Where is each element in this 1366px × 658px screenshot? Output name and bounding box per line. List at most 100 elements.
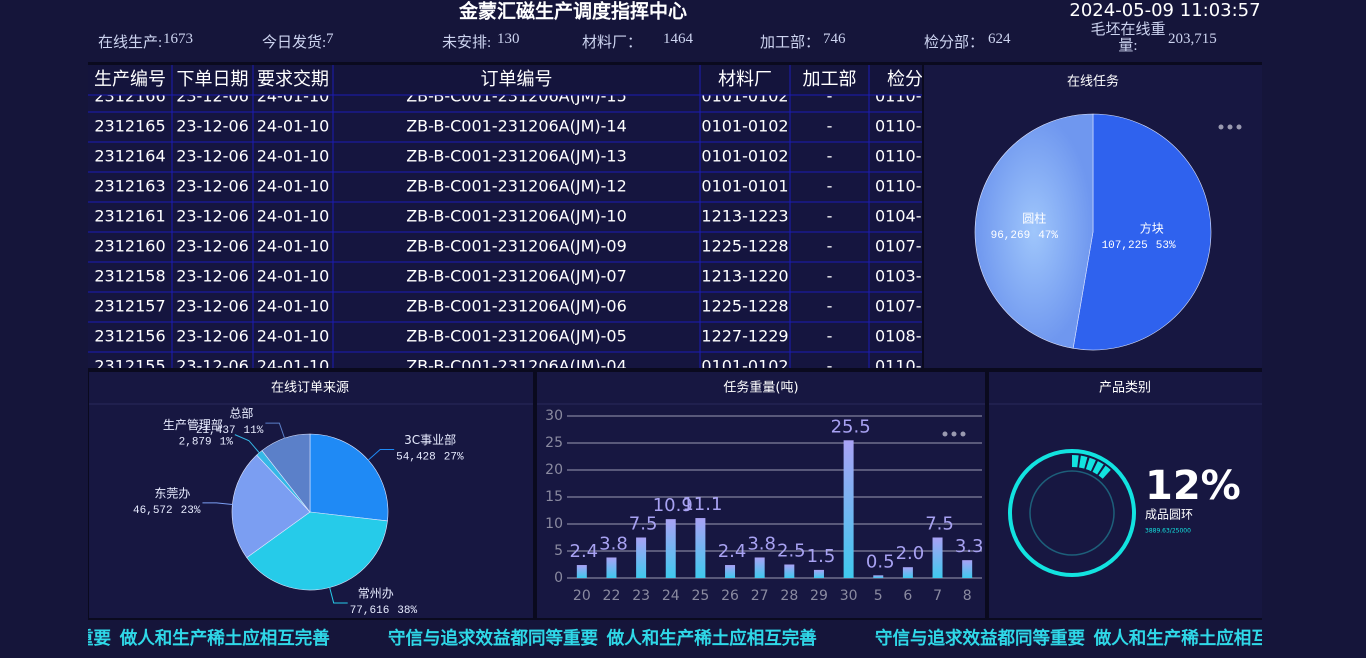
cell: 0110-0 xyxy=(875,147,932,166)
y-tick-label: 15 xyxy=(545,489,563,505)
slice-value-number: 2,879 xyxy=(179,437,212,449)
slice-name: 总部 xyxy=(229,406,253,421)
cell: 0101-0102 xyxy=(701,117,788,136)
bar-label: 2.4 xyxy=(570,541,599,562)
cell: 23-12-06 xyxy=(176,327,249,346)
stat-value: 624 xyxy=(988,31,1011,47)
slice-value-number: 54,428 xyxy=(396,451,436,463)
leader-line xyxy=(329,587,348,604)
x-tick-label: 27 xyxy=(751,588,769,604)
cell: 23-12-06 xyxy=(176,207,249,226)
slice-percent: 1% xyxy=(220,437,234,449)
leader-line xyxy=(367,448,395,461)
cell: 0107-0 xyxy=(875,237,932,256)
chart-title: 任务重量(吨) xyxy=(723,380,798,396)
cell: 2312164 xyxy=(94,147,165,166)
bar xyxy=(873,575,884,578)
bar xyxy=(813,569,824,578)
cell: 23-12-06 xyxy=(176,357,249,376)
cell: 0101-0102 xyxy=(701,147,788,166)
cell: - xyxy=(827,147,833,166)
cell: 24-01-10 xyxy=(257,117,330,136)
slice-name: 生产管理部 xyxy=(163,417,223,432)
y-tick-label: 0 xyxy=(554,570,563,586)
cell: ZB-B-C001-231206A(JM)-15 xyxy=(406,87,627,106)
ticker-text: 守信与追求效益都同等重要 做人和生产稀土应相互完善 xyxy=(1362,628,1366,648)
bar xyxy=(784,564,795,578)
slice-percent: 23% xyxy=(181,505,201,517)
cell: 0110-0 xyxy=(875,177,932,196)
bar-label: 2.5 xyxy=(777,541,806,562)
cell: ZB-B-C001-231206A(JM)-10 xyxy=(406,207,627,226)
gauge-arc xyxy=(1071,455,1112,480)
cell: ZB-B-C001-231206A(JM)-06 xyxy=(406,297,627,316)
gauge-ring xyxy=(1008,449,1136,577)
cell: 0101-0102 xyxy=(701,87,788,106)
bar-label: 3.8 xyxy=(599,533,628,554)
ticker-text: 守信与追求效益都同等重要 做人和生产稀土应相互完善 xyxy=(875,628,1304,648)
x-tick-label: 24 xyxy=(662,588,680,604)
more-icon[interactable] xyxy=(942,431,966,437)
cell: - xyxy=(827,207,833,226)
bar xyxy=(902,567,913,578)
cell: 2312158 xyxy=(94,267,165,286)
cell: 24-01-10 xyxy=(257,237,330,256)
bar xyxy=(754,557,765,578)
column-header: 检分 xyxy=(887,69,923,90)
slice-value: 77,616 38% xyxy=(350,605,418,617)
bar xyxy=(932,537,943,578)
bar xyxy=(665,519,676,578)
datetime: 2024-05-09 11:03:57 xyxy=(1069,0,1260,21)
cell: 2312160 xyxy=(94,237,165,256)
cell: 0110-0 xyxy=(875,357,932,376)
chart-title: 产品类别 xyxy=(1099,381,1151,396)
gauge-label: 成品圆环 xyxy=(1145,508,1193,522)
column-header: 要求交期 xyxy=(257,69,329,90)
stat-label: 毛坯在线重量: xyxy=(1090,22,1166,54)
x-tick-label: 25 xyxy=(691,588,709,604)
ticker: 守信与追求效益都同等重要 做人和生产稀土应相互完善 守信与追求效益都同等重要 做人… xyxy=(88,628,1366,648)
bar xyxy=(695,518,706,578)
cell: - xyxy=(827,237,833,256)
cell: 24-01-10 xyxy=(257,147,330,166)
y-tick-label: 25 xyxy=(545,435,563,451)
cell: 0110-0 xyxy=(875,87,932,106)
more-icon[interactable] xyxy=(1218,124,1242,130)
table-body: 2312166 23-12-06 24-01-10 ZB-B-C001-231206A… xyxy=(88,87,932,376)
leader-line xyxy=(202,502,233,505)
x-tick-label: 23 xyxy=(632,588,650,604)
slice-value: 107,225 xyxy=(1102,240,1148,252)
bar-label: 1.5 xyxy=(807,546,836,567)
cell: 23-12-06 xyxy=(176,177,249,196)
slice-value: 54,428 27% xyxy=(396,451,464,463)
cell: 0110-0 xyxy=(875,117,932,136)
stat-value: 1464 xyxy=(663,31,693,47)
stat-label: 加工部： xyxy=(760,35,821,51)
panel xyxy=(537,372,985,618)
pie-slice xyxy=(261,433,311,513)
cell: - xyxy=(827,297,833,316)
y-tick-label: 30 xyxy=(545,408,563,424)
cell: ZB-B-C001-231206A(JM)-14 xyxy=(406,117,627,136)
slice-name: 常州办 xyxy=(358,585,394,600)
slice-value: 21,437 11% xyxy=(196,425,264,437)
gauge-detail: 3889.63/25000 xyxy=(1145,528,1191,535)
bar-label: 11.1 xyxy=(682,494,722,515)
leader-line xyxy=(265,422,286,439)
slice-name: 3C事业部 xyxy=(404,432,456,447)
slice-name: 东莞办 xyxy=(154,485,190,500)
cell: 2312157 xyxy=(94,297,165,316)
y-tick-label: 20 xyxy=(545,462,563,478)
cell: 2312165 xyxy=(94,117,165,136)
y-tick-label: 10 xyxy=(545,516,563,532)
bar-label: 10.9 xyxy=(653,495,693,516)
cell: 0108-0 xyxy=(875,327,932,346)
cell: 1225-1228 xyxy=(701,297,788,316)
cell: ZB-B-C001-231206A(JM)-12 xyxy=(406,177,627,196)
bar xyxy=(606,557,617,578)
cell: 24-01-10 xyxy=(257,297,330,316)
stat-value: 203,715 xyxy=(1168,31,1217,47)
